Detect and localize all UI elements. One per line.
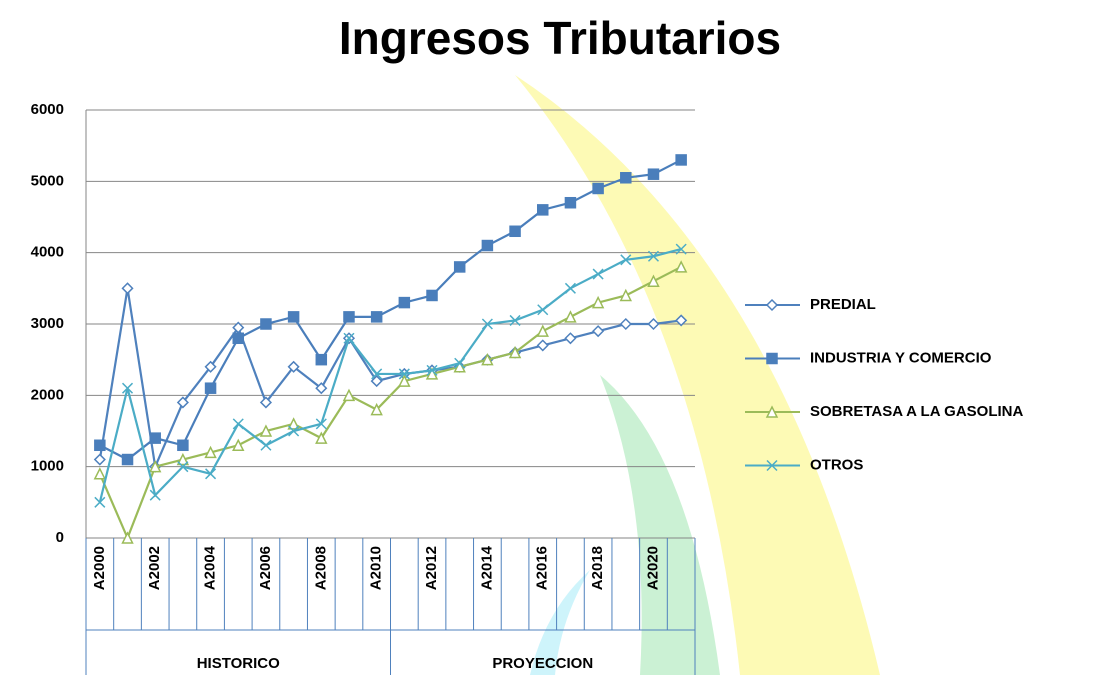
- marker: [399, 298, 409, 308]
- marker: [565, 283, 575, 293]
- x-tick-label: A2004: [202, 545, 219, 590]
- marker: [621, 319, 631, 329]
- marker: [565, 312, 575, 322]
- marker: [538, 326, 548, 336]
- marker: [316, 355, 326, 365]
- y-tick-label: 2000: [31, 386, 64, 403]
- x-tick-label: A2016: [534, 546, 551, 590]
- marker: [233, 419, 243, 429]
- marker: [344, 312, 354, 322]
- marker: [648, 319, 658, 329]
- marker: [621, 173, 631, 183]
- chart: Ingresos Tributarios 0 1000 2000 3000 4000 50…: [0, 0, 1099, 675]
- marker: [150, 433, 160, 443]
- marker: [95, 455, 105, 465]
- y-tick-label: 5000: [31, 172, 64, 189]
- legend-label: PREDIAL: [810, 296, 876, 313]
- marker: [648, 169, 658, 179]
- marker: [538, 205, 548, 215]
- marker: [261, 319, 271, 329]
- y-tick-label: 6000: [31, 101, 64, 118]
- x-tick-label: A2012: [423, 546, 440, 590]
- x-tick-label: A2006: [257, 546, 274, 590]
- marker: [482, 241, 492, 251]
- chart-title: Ingresos Tributarios: [339, 12, 781, 64]
- x-tick-label: A2002: [146, 546, 163, 590]
- x-tick-label: A2000: [91, 546, 108, 590]
- marker: [123, 283, 133, 293]
- x-tick-label: A2010: [368, 546, 385, 590]
- marker: [289, 312, 299, 322]
- y-tick-label: 0: [56, 529, 64, 546]
- marker: [593, 183, 603, 193]
- x-tick-label: A2018: [589, 546, 606, 590]
- marker: [123, 455, 133, 465]
- marker: [538, 305, 548, 315]
- marker: [427, 290, 437, 300]
- x-tick-label: A2014: [478, 545, 495, 590]
- background-decoration: [515, 75, 880, 675]
- marker: [593, 269, 603, 279]
- marker: [767, 354, 777, 364]
- y-tick-label: 1000: [31, 458, 64, 475]
- group-label: HISTORICO: [197, 655, 280, 672]
- marker: [95, 469, 105, 479]
- x-tick-label: A2008: [312, 546, 329, 590]
- legend-label: OTROS: [810, 456, 863, 473]
- marker: [233, 333, 243, 343]
- y-tick-label: 4000: [31, 244, 64, 261]
- marker: [455, 262, 465, 272]
- marker: [593, 326, 603, 336]
- page: {"chart_data":{"type":"line","title":"In…: [0, 0, 1099, 675]
- marker: [767, 300, 777, 310]
- marker: [372, 312, 382, 322]
- marker: [510, 226, 520, 236]
- legend-label: INDUSTRIA Y COMERCIO: [810, 349, 992, 366]
- marker: [206, 383, 216, 393]
- x-tick-label: A2020: [644, 546, 661, 590]
- marker: [565, 333, 575, 343]
- marker: [565, 198, 575, 208]
- marker: [538, 340, 548, 350]
- marker: [261, 440, 271, 450]
- marker: [676, 155, 686, 165]
- legend-label: SOBRETASA A LA GASOLINA: [810, 403, 1024, 420]
- y-tick-label: 3000: [31, 315, 64, 332]
- marker: [95, 440, 105, 450]
- group-label: PROYECCION: [492, 655, 593, 672]
- series-line: [100, 160, 681, 460]
- marker: [178, 440, 188, 450]
